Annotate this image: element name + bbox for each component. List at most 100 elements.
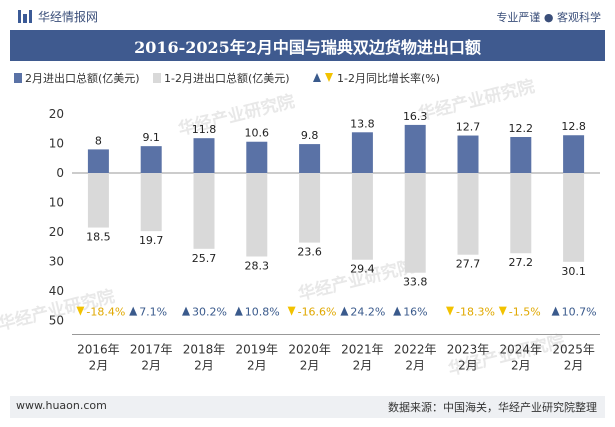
footer: www.huaon.com 数据来源：中国海关，华经产业研究院整理: [10, 396, 605, 418]
rate-label: 10.8%: [245, 306, 280, 319]
y-tick-label: 20: [49, 107, 64, 121]
rate-down-triangle-icon: [76, 306, 85, 316]
data-label-total: 27.2: [509, 256, 534, 269]
x-tick-label-month: 2月: [564, 359, 584, 373]
brand-logo-icon: [18, 10, 32, 23]
x-tick-label-year: 2016年: [77, 343, 120, 357]
bar-total: [351, 173, 373, 260]
top-bar: 华经情报网 专业严谨 ● 客观科学: [0, 0, 615, 30]
data-label-feb: 12.7: [456, 121, 481, 134]
data-label-feb: 16.3: [403, 110, 428, 123]
data-label-total: 30.1: [561, 265, 586, 278]
x-tick-label-year: 2019年: [236, 343, 279, 357]
bar-total: [87, 173, 109, 228]
y-tick-label: 10: [49, 196, 64, 210]
x-tick-label-month: 2月: [89, 359, 109, 373]
rate-label: 10.7%: [562, 306, 597, 319]
data-label-total: 29.4: [350, 263, 375, 276]
brand[interactable]: 华经情报网: [18, 8, 98, 25]
rate-down-triangle-icon: [287, 306, 296, 316]
legend-triangle-down-icon: [325, 73, 333, 82]
bar-feb: [510, 137, 532, 173]
data-label-feb: 12.8: [561, 120, 586, 133]
chart-title: 2016-2025年2月中国与瑞典双边货物进出口额: [10, 30, 605, 61]
bar-feb: [140, 146, 162, 173]
legend-swatch-2: [153, 73, 161, 83]
bar-feb: [351, 132, 373, 173]
x-tick-label-year: 2022年: [394, 343, 437, 357]
legend-swatch-1: [14, 73, 22, 83]
x-tick-label-month: 2月: [247, 359, 267, 373]
brand-name: 华经情报网: [38, 10, 99, 24]
bar-feb: [87, 149, 109, 173]
rate-label: 16%: [403, 306, 427, 319]
bar-total: [246, 173, 268, 257]
x-tick-label-year: 2020年: [288, 343, 331, 357]
rate-label: -18.3%: [456, 306, 495, 319]
rate-down-triangle-icon: [498, 306, 507, 316]
bar-total: [140, 173, 162, 232]
y-tick-label: 10: [49, 137, 64, 151]
legend-label-1: 2月进出口总额(亿美元): [25, 71, 140, 85]
data-label-total: 23.6: [297, 246, 322, 259]
x-tick-label-month: 2月: [458, 359, 478, 373]
x-tick-label-month: 2月: [353, 359, 373, 373]
legend-triangle-up-icon: [313, 73, 321, 82]
x-tick-label-year: 2021年: [341, 343, 384, 357]
y-tick-label: 20: [49, 225, 64, 239]
rate-up-triangle-icon: [234, 306, 243, 316]
y-tick-label: 40: [49, 284, 64, 298]
data-label-feb: 13.8: [350, 117, 375, 130]
rate-up-triangle-icon: [340, 306, 349, 316]
bar-total: [299, 173, 321, 243]
x-tick-label-year: 2018年: [183, 343, 226, 357]
data-label-total: 27.7: [456, 258, 481, 271]
bar-total: [457, 173, 479, 255]
y-tick-label: 0: [56, 166, 64, 180]
tagline: 专业严谨 ● 客观科学: [496, 11, 601, 24]
x-tick-label-year: 2025年: [552, 343, 595, 357]
data-label-total: 18.5: [86, 231, 111, 244]
x-tick-label-year: 2024年: [500, 343, 543, 357]
rate-up-triangle-icon: [393, 306, 402, 316]
rate-label: -16.6%: [298, 306, 337, 319]
bar-total: [510, 173, 532, 254]
x-tick-label-month: 2月: [141, 359, 161, 373]
rate-up-triangle-icon: [129, 306, 138, 316]
x-tick-label-month: 2月: [194, 359, 214, 373]
data-label-feb: 9.8: [301, 129, 319, 142]
footer-source: 数据来源：中国海关，华经产业研究院整理: [388, 401, 597, 414]
bar-feb: [246, 141, 268, 173]
data-label-feb: 8: [95, 134, 102, 147]
rate-up-triangle-icon: [182, 306, 190, 316]
rate-up-triangle-icon: [551, 306, 560, 316]
bar-feb: [563, 135, 585, 173]
bar-feb: [299, 144, 321, 173]
bar-total: [404, 173, 426, 273]
bar-total: [193, 173, 215, 249]
y-tick-label: 50: [49, 314, 64, 328]
footer-website[interactable]: www.huaon.com: [16, 399, 107, 412]
y-tick-label: 30: [49, 255, 64, 269]
x-tick-label-month: 2月: [405, 359, 425, 373]
rate-label: 24.2%: [350, 306, 385, 319]
data-label-total: 19.7: [139, 234, 164, 247]
legend-label-2: 1-2月进出口总额(亿美元): [164, 71, 290, 85]
data-label-total: 33.8: [403, 276, 428, 289]
rate-label: -1.5%: [509, 306, 541, 319]
rate-label: -18.4%: [86, 306, 125, 319]
data-label-feb: 10.6: [245, 127, 270, 140]
data-label-feb: 11.8: [192, 123, 217, 136]
bar-feb: [457, 135, 479, 173]
bar-total: [563, 173, 585, 262]
data-label-feb: 12.2: [509, 122, 534, 135]
rate-label: 30.2%: [192, 306, 227, 319]
bar-feb: [193, 138, 215, 173]
bar-feb: [404, 124, 426, 173]
data-label-feb: 9.1: [142, 131, 160, 144]
x-tick-label-year: 2023年: [447, 343, 490, 357]
legend-label-3: 1-2月同比增长率(%): [337, 71, 440, 85]
rate-down-triangle-icon: [446, 306, 454, 316]
x-tick-label-year: 2017年: [130, 343, 173, 357]
